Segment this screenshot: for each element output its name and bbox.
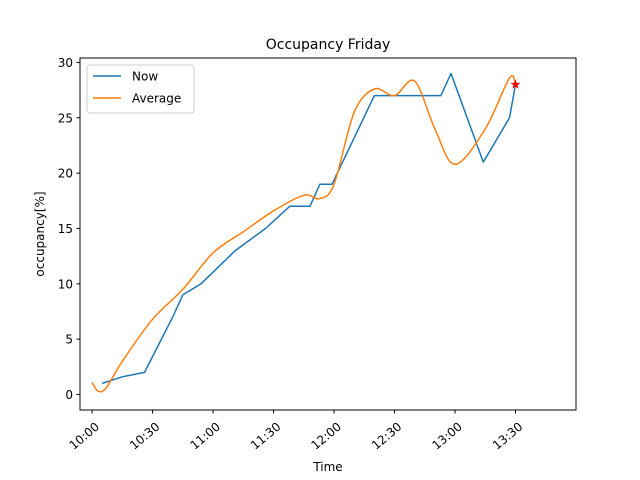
current-marker-layer [510,79,521,89]
x-axis-label: Time [312,460,342,474]
x-tick-label: 10:00 [67,420,102,453]
y-axis-label: occupancy[%] [33,191,47,276]
y-tick-label: 0 [65,388,73,402]
x-axis-ticks: 10:00 10:30 11:00 11:30 12:00 12:30 13:00 13:30 [67,410,525,453]
series-line-now [101,72,517,385]
y-tick-label: 30 [58,56,73,70]
current-value-star-marker [510,79,521,89]
x-tick-label: 13:00 [429,420,464,453]
legend-label-average: Average [132,92,181,106]
chart-title: Occupancy Friday [266,37,391,53]
x-tick-label: 11:30 [248,420,283,453]
series-lines [91,72,517,393]
x-tick-label: 11:00 [188,420,223,453]
y-tick-label: 20 [58,167,73,181]
y-tick-label: 15 [58,222,73,236]
plot-area [79,57,577,411]
legend: Now Average [86,64,195,114]
legend-label-now: Now [132,70,158,84]
x-tick-label: 10:30 [127,420,162,453]
y-axis-ticks: 0 5 10 15 20 25 30 [58,56,80,402]
series-line-average [91,74,517,393]
x-tick-label: 12:00 [308,420,343,453]
legend-box [86,64,195,114]
x-tick-label: 12:30 [369,420,404,453]
y-tick-label: 10 [58,277,73,291]
plot-frame [79,57,577,411]
x-tick-label: 13:30 [490,420,525,453]
y-tick-label: 25 [58,111,73,125]
y-tick-label: 5 [65,333,73,347]
